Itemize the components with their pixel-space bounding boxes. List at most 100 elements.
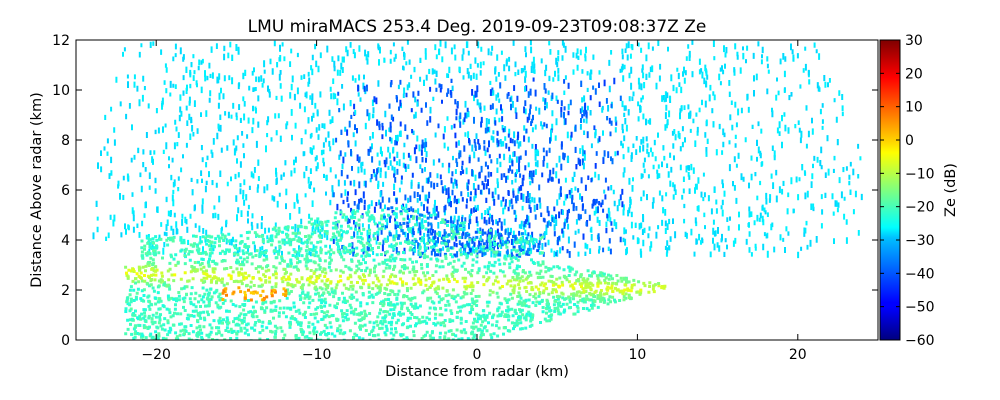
radar-echo <box>221 288 250 295</box>
y-tick: 10 <box>52 83 878 99</box>
radar-echo <box>106 48 823 258</box>
y-tick-label: 2 <box>61 283 70 299</box>
colorbar-tick-label: −50 <box>905 300 935 316</box>
radar-echo <box>395 95 611 244</box>
radar-echo <box>143 277 601 284</box>
colorbar-tick: −50 <box>880 300 935 316</box>
chart-title: LMU miraMACS 253.4 Deg. 2019-09-23T09:08… <box>248 17 707 37</box>
radar-echo <box>447 233 451 237</box>
radar-echo <box>262 298 266 302</box>
y-tick-label: 8 <box>61 133 70 149</box>
y-tick-label: 12 <box>52 33 70 49</box>
radar-echo <box>394 158 571 258</box>
radar-echo <box>145 275 628 300</box>
radar-echo <box>270 294 274 298</box>
radar-echo <box>100 53 836 255</box>
x-tick: −20 <box>141 40 171 363</box>
y-tick-label: 10 <box>52 83 70 99</box>
x-tick-label: 10 <box>628 347 646 363</box>
colorbar-label: Ze (dB) <box>943 163 959 217</box>
colorbar-tick-label: −10 <box>905 166 935 182</box>
colorbar-tick: −10 <box>880 166 935 182</box>
radar-echo <box>623 288 627 292</box>
colorbar-tick-label: 20 <box>905 66 923 82</box>
y-tick: 2 <box>61 283 878 299</box>
x-axis: −20 −10 0 10 20 <box>141 40 807 363</box>
y-tick-label: 0 <box>61 333 70 349</box>
radar-echo <box>96 41 766 252</box>
radar-echo <box>284 294 287 297</box>
colorbar-tick-label: 0 <box>905 133 914 149</box>
radar-echo <box>562 275 575 298</box>
radar-echo <box>259 294 263 298</box>
colorbar-tick-label: 10 <box>905 100 923 116</box>
radar-echo <box>239 290 243 294</box>
radar-echo <box>455 230 459 234</box>
radar-echo <box>255 291 259 295</box>
radar-echo <box>243 290 247 294</box>
y-tick: 4 <box>61 233 878 249</box>
x-tick: −10 <box>302 40 332 363</box>
y-tick-label: 6 <box>61 183 70 199</box>
radar-echo <box>378 289 382 292</box>
radar-echo <box>148 40 852 257</box>
radar-echo <box>229 277 233 281</box>
radar-echo <box>249 298 253 302</box>
radar-echo <box>305 278 655 290</box>
colorbar-tick: 0 <box>880 133 914 149</box>
colorbar-axis: −60 −50 −40 −30 −20 −10 0 10 20 30 <box>880 33 935 349</box>
colorbar-tick-label: −60 <box>905 333 935 349</box>
radar-echo <box>173 273 177 277</box>
radar-echo <box>310 274 610 289</box>
colorbar-tick-label: −40 <box>905 266 935 282</box>
radar-echo <box>455 280 459 284</box>
radar-echo <box>525 250 529 254</box>
radar-echo <box>467 233 471 237</box>
radar-echo <box>142 42 838 258</box>
radar-echo <box>282 287 286 291</box>
radar-echo <box>223 289 256 295</box>
x-tick-label: −10 <box>302 347 332 363</box>
radar-data <box>92 40 863 340</box>
colorbar-tick-label: −20 <box>905 200 935 216</box>
x-tick: 0 <box>473 40 482 363</box>
colorbar <box>879 39 901 341</box>
x-tick: 20 <box>789 40 807 363</box>
x-tick: 10 <box>628 40 646 363</box>
colorbar-tick: −20 <box>880 200 935 216</box>
x-axis-label: Distance from radar (km) <box>385 364 569 380</box>
radar-echo <box>272 288 276 292</box>
radar-echo <box>128 210 616 340</box>
colorbar-tick-label: 30 <box>905 33 923 49</box>
radar-echo <box>128 228 511 339</box>
y-tick: 0 <box>61 333 878 349</box>
radar-echo <box>265 295 269 299</box>
x-tick-label: 0 <box>473 347 482 363</box>
radar-echo <box>260 266 264 270</box>
colorbar-tick: −60 <box>880 333 935 349</box>
colorbar-tick: 10 <box>880 100 923 116</box>
colorbar-tick-label: −30 <box>905 233 935 249</box>
radar-echo <box>629 289 633 293</box>
y-axis: 0 2 4 6 8 10 12 <box>52 33 878 349</box>
radar-echo <box>396 96 612 201</box>
radar-echo <box>417 79 600 254</box>
radar-echo <box>224 287 228 291</box>
radar-echo <box>237 286 241 290</box>
radar-echo <box>175 42 831 259</box>
y-tick-label: 4 <box>61 233 70 249</box>
radar-echo <box>223 267 226 271</box>
x-tick-label: 20 <box>789 347 807 363</box>
radar-echo <box>609 286 615 293</box>
colorbar-tick: 30 <box>880 33 923 49</box>
y-tick: 6 <box>61 183 878 199</box>
radar-echo <box>418 213 422 217</box>
radar-echo <box>505 250 509 254</box>
radar-echo <box>557 284 561 288</box>
colorbar-tick: −40 <box>880 266 935 282</box>
x-tick-label: −20 <box>141 347 171 363</box>
colorbar-tick: 20 <box>880 66 923 82</box>
radar-echo <box>232 290 247 300</box>
y-tick: 8 <box>61 133 878 149</box>
